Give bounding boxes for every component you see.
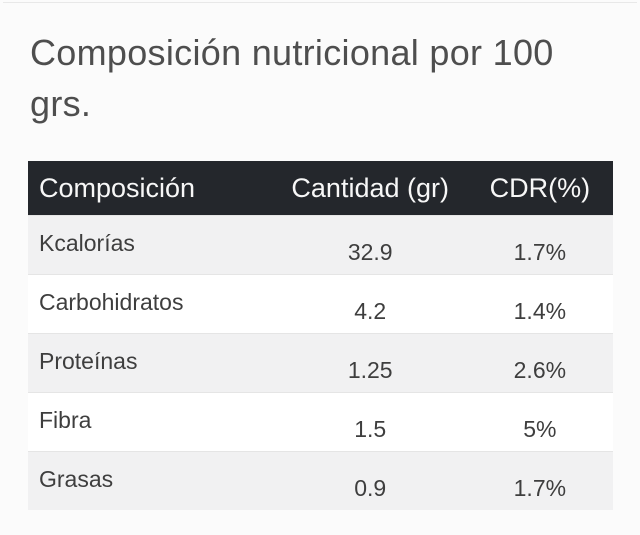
row-cdr-value: 2.6% xyxy=(513,357,567,383)
row-cantidad-value: 32.9 xyxy=(347,239,393,265)
row-cantidad-value: 1.5 xyxy=(354,416,387,442)
row-cdr-value: 1.7% xyxy=(513,239,567,265)
row-label: Grasas xyxy=(39,466,114,492)
row-cdr-value: 1.4% xyxy=(513,298,567,324)
row-cantidad-value: 1.25 xyxy=(347,357,393,383)
row-label: Kcalorías xyxy=(39,230,135,256)
column-header-cantidad: Cantidad (gr) xyxy=(291,172,449,203)
row-cantidad-value: 0.9 xyxy=(354,475,387,501)
row-label: Proteínas xyxy=(39,348,138,374)
table-row: Grasas 0.9 1.7% xyxy=(28,451,613,510)
row-cdr-value: 5% xyxy=(523,416,557,442)
row-cantidad-value: 4.2 xyxy=(354,298,387,324)
row-label: Carbohidratos xyxy=(39,289,184,315)
column-header-composicion: Composición xyxy=(39,172,196,203)
table-row: Proteínas 1.25 2.6% xyxy=(28,333,613,392)
row-cdr-value: 1.7% xyxy=(513,475,567,501)
table-row: Carbohidratos 4.2 1.4% xyxy=(28,274,613,333)
top-hairline xyxy=(3,2,637,3)
table-row: Kcalorías 32.9 1.7% xyxy=(28,215,613,274)
nutrition-table: Composición Cantidad (gr) CDR(%) Kcalorí… xyxy=(28,161,613,510)
table-row: Fibra 1.5 5% xyxy=(28,392,613,451)
table-header-row: Composición Cantidad (gr) CDR(%) xyxy=(28,161,613,215)
column-header-cdr: CDR(%) xyxy=(489,172,591,203)
page-title: Composición nutricional por 100 grs. xyxy=(30,32,554,125)
row-label: Fibra xyxy=(39,407,92,433)
